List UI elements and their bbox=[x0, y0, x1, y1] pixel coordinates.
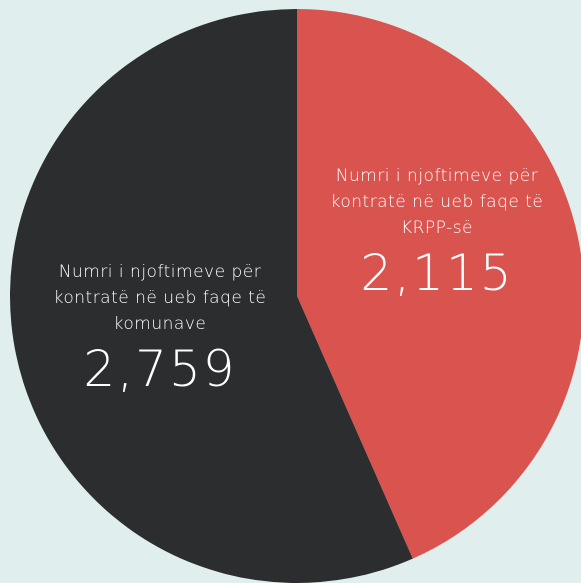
pie-slice bbox=[297, 9, 581, 559]
slice-label: Numri i njoftimeve për kontratë në ueb f… bbox=[35, 259, 285, 399]
category-label: Numri i njoftimeve për kontratë në ueb f… bbox=[330, 166, 544, 238]
value-label: 2,759 bbox=[83, 340, 237, 398]
pie-slice bbox=[10, 9, 413, 583]
slice-label: Numri i njoftimeve për kontratë në ueb f… bbox=[312, 163, 562, 303]
category-label: Numri i njoftimeve për kontratë në ueb f… bbox=[53, 262, 267, 334]
value-label: 2,115 bbox=[360, 244, 514, 302]
